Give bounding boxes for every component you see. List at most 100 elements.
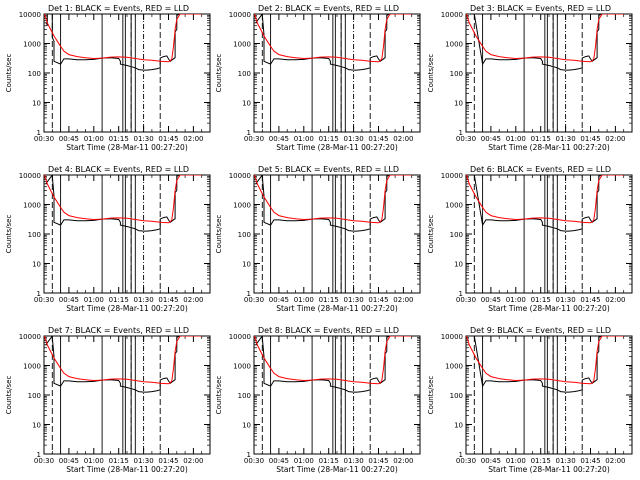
plot-frame: [465, 335, 633, 455]
x-tick-label: 01:00: [506, 135, 526, 143]
x-tick-label: 01:00: [506, 296, 526, 304]
series-group: [254, 336, 412, 393]
x-tick-label: 01:30: [556, 296, 576, 304]
y-tick-label: 1: [459, 290, 463, 298]
y-axis-label: Counts/sec: [427, 54, 435, 93]
x-tick-label: 01:15: [319, 457, 339, 465]
y-tick-label: 10: [242, 422, 251, 430]
detector-panel: Det 4: BLACK = Events, RED = LLD Counts/s…: [5, 165, 211, 313]
x-tick-label: 00:45: [269, 296, 289, 304]
panel-title: Det 5: BLACK = Events, RED = LLD: [258, 165, 399, 174]
plot-frame: [43, 335, 211, 455]
plot-frame: [465, 13, 633, 133]
x-tick-label: 01:30: [344, 296, 364, 304]
x-tick-label: 00:30: [456, 135, 476, 143]
detector-panel: Det 3: BLACK = Events, RED = LLD Counts/s…: [427, 4, 633, 152]
events-series-line: [45, 14, 202, 71]
y-tick-label: 10000: [19, 172, 41, 180]
series-group: [254, 175, 412, 232]
y-tick-label: 100: [28, 392, 41, 400]
detector-panel: Det 6: BLACK = Events, RED = LLD Counts/s…: [427, 165, 633, 313]
y-tick-label: 1000: [445, 41, 463, 49]
y-tick-label: 1: [247, 451, 251, 459]
detector-panel: Det 9: BLACK = Events, RED = LLD Counts/s…: [427, 326, 633, 474]
x-tick-label: 01:45: [580, 135, 600, 143]
x-tick-label: 01:15: [531, 457, 551, 465]
series-group: [44, 336, 202, 393]
x-tick-label: 02:00: [605, 296, 625, 304]
y-axis-label: Counts/sec: [5, 376, 13, 415]
x-tick-label: 00:45: [481, 296, 501, 304]
panel-title: Det 2: BLACK = Events, RED = LLD: [258, 4, 399, 13]
y-tick-label: 10000: [229, 333, 251, 341]
y-tick-label: 1000: [23, 363, 41, 371]
series-group: [466, 336, 624, 393]
events-series-line: [255, 336, 412, 393]
plot-frame: [43, 13, 211, 133]
panel-title: Det 1: BLACK = Events, RED = LLD: [48, 4, 189, 13]
detector-panel: Det 2: BLACK = Events, RED = LLD Counts/s…: [215, 4, 421, 152]
x-tick-label: 01:45: [368, 135, 388, 143]
y-axis-label: Counts/sec: [215, 376, 223, 415]
lld-series-line: [44, 175, 202, 224]
x-tick-label: 00:45: [59, 296, 79, 304]
x-tick-label: 02:00: [183, 457, 203, 465]
x-tick-label: 01:45: [158, 296, 178, 304]
x-tick-label: 01:30: [134, 457, 154, 465]
y-tick-label: 1000: [445, 202, 463, 210]
x-tick-label: 02:00: [393, 135, 413, 143]
x-tick-label: 01:30: [344, 135, 364, 143]
x-tick-label: 02:00: [605, 457, 625, 465]
x-tick-label: 01:00: [84, 296, 104, 304]
y-axis-label: Counts/sec: [427, 215, 435, 254]
x-tick-label: 00:45: [59, 457, 79, 465]
plot-frame: [465, 174, 633, 294]
y-tick-label: 1: [247, 290, 251, 298]
y-tick-label: 100: [238, 231, 251, 239]
y-tick-label: 10000: [19, 11, 41, 19]
y-tick-label: 10: [454, 422, 463, 430]
x-tick-label: 02:00: [605, 135, 625, 143]
x-tick-label: 01:00: [506, 457, 526, 465]
y-tick-label: 1000: [233, 202, 251, 210]
y-tick-label: 100: [450, 70, 463, 78]
y-tick-label: 10: [32, 100, 41, 108]
lld-series-line: [44, 336, 202, 385]
y-tick-label: 100: [450, 231, 463, 239]
x-tick-label: 01:15: [109, 135, 129, 143]
x-tick-label: 01:30: [134, 135, 154, 143]
series-group: [44, 175, 202, 232]
x-tick-label: 01:45: [580, 296, 600, 304]
x-tick-label: 00:45: [481, 457, 501, 465]
y-axis-label: Counts/sec: [5, 215, 13, 254]
y-tick-label: 1: [37, 290, 41, 298]
y-tick-label: 1000: [23, 202, 41, 210]
y-axis-label: Counts/sec: [215, 215, 223, 254]
detector-panel: Det 1: BLACK = Events, RED = LLD Counts/s…: [5, 4, 211, 152]
x-tick-label: 00:30: [34, 457, 54, 465]
y-tick-label: 10: [242, 100, 251, 108]
x-axis-label: Start Time (28-Mar-11 00:27:20): [66, 143, 188, 152]
panel-title: Det 8: BLACK = Events, RED = LLD: [258, 326, 399, 335]
events-series-line: [473, 336, 624, 393]
x-axis-label: Start Time (28-Mar-11 00:27:20): [488, 465, 610, 474]
y-tick-label: 100: [28, 231, 41, 239]
y-tick-label: 1000: [233, 363, 251, 371]
series-group: [466, 14, 624, 71]
events-series-line: [255, 14, 412, 71]
panel-title: Det 3: BLACK = Events, RED = LLD: [470, 4, 611, 13]
x-tick-label: 01:15: [531, 296, 551, 304]
x-tick-label: 00:45: [269, 457, 289, 465]
x-tick-label: 01:30: [134, 296, 154, 304]
series-group: [466, 175, 624, 232]
x-tick-label: 01:15: [109, 296, 129, 304]
x-tick-label: 00:45: [481, 135, 501, 143]
y-tick-label: 100: [450, 392, 463, 400]
series-group: [254, 14, 412, 71]
x-tick-label: 01:15: [319, 135, 339, 143]
detector-panel: Det 5: BLACK = Events, RED = LLD Counts/s…: [215, 165, 421, 313]
y-tick-label: 100: [238, 392, 251, 400]
x-axis-label: Start Time (28-Mar-11 00:27:20): [276, 143, 398, 152]
x-axis-label: Start Time (28-Mar-11 00:27:20): [66, 465, 188, 474]
lld-series-line: [466, 175, 624, 224]
